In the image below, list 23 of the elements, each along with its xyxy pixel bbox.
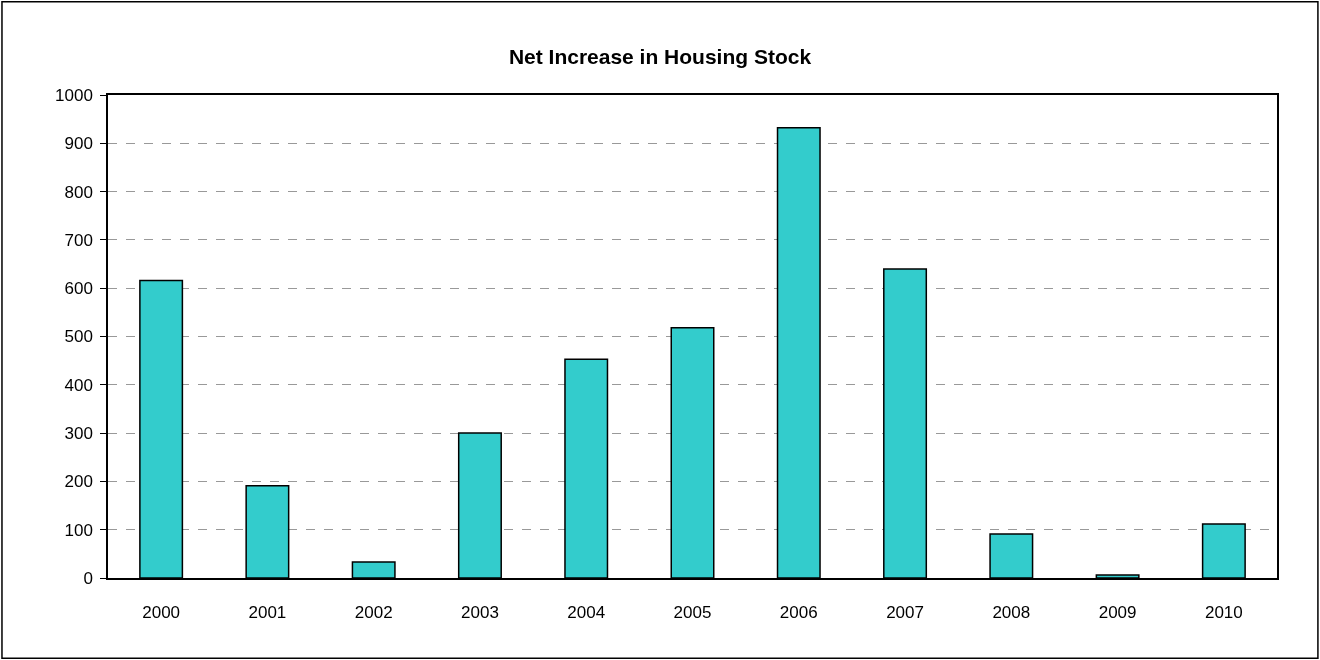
x-tick-label: 2000 <box>142 603 181 623</box>
y-tick-label: 900 <box>64 134 93 154</box>
y-tick-label: 700 <box>64 230 93 250</box>
y-tick-label: 400 <box>64 375 93 395</box>
x-tick-label: 2008 <box>992 603 1031 623</box>
x-tick-label: 2002 <box>354 603 393 623</box>
chart-title: Net Increase in Housing Stock <box>508 45 812 69</box>
y-tick-label: 800 <box>64 182 93 202</box>
x-tick-label: 2005 <box>673 603 712 623</box>
x-tick-label: 2004 <box>567 603 606 623</box>
y-tick-label: 100 <box>64 520 93 540</box>
y-tick-label: 300 <box>64 424 93 444</box>
y-tick-label: 500 <box>64 327 93 347</box>
y-tick-label: 0 <box>83 568 93 588</box>
x-tick-label: 2010 <box>1204 603 1243 623</box>
x-tick-label: 2007 <box>886 603 924 623</box>
x-tick-label: 2001 <box>248 603 287 623</box>
y-tick-label: 600 <box>64 279 93 299</box>
x-tick-label: 2003 <box>461 603 499 623</box>
y-tick-label: 1000 <box>55 85 93 105</box>
x-tick-label: 2009 <box>1098 603 1137 623</box>
y-tick-label: 200 <box>64 472 93 492</box>
x-tick-label: 2006 <box>779 603 818 623</box>
